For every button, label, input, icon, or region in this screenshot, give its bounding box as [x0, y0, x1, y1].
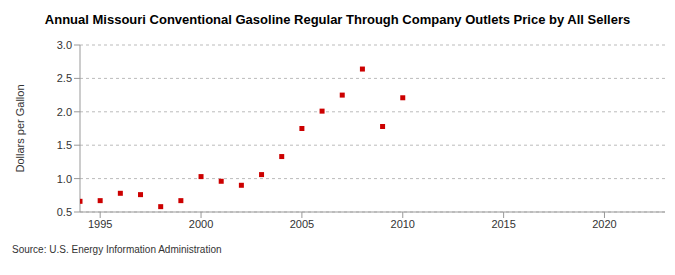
svg-text:2000: 2000 — [189, 218, 213, 230]
svg-text:1.0: 1.0 — [57, 173, 72, 185]
svg-text:2020: 2020 — [592, 218, 616, 230]
html-text:Annual Missouri Conventional G: Annual Missouri Conventional Gasoline Re… — [44, 12, 631, 27]
svg-text:3.0: 3.0 — [57, 39, 72, 51]
svg-text:2015: 2015 — [491, 218, 515, 230]
svg-text:1995: 1995 — [88, 218, 112, 230]
svg-text:1.5: 1.5 — [57, 139, 72, 151]
svg-text:2010: 2010 — [391, 218, 415, 230]
svg-text:2005: 2005 — [290, 218, 314, 230]
svg-text:2.5: 2.5 — [57, 72, 72, 84]
svg-text:Dollars per Gallon: Dollars per Gallon — [14, 84, 26, 172]
svg-text:2.0: 2.0 — [57, 106, 72, 118]
svg-text:0.5: 0.5 — [57, 206, 72, 218]
html-text:Source: U.S. Energy Informatio: Source: U.S. Energy Information Administ… — [12, 244, 222, 255]
